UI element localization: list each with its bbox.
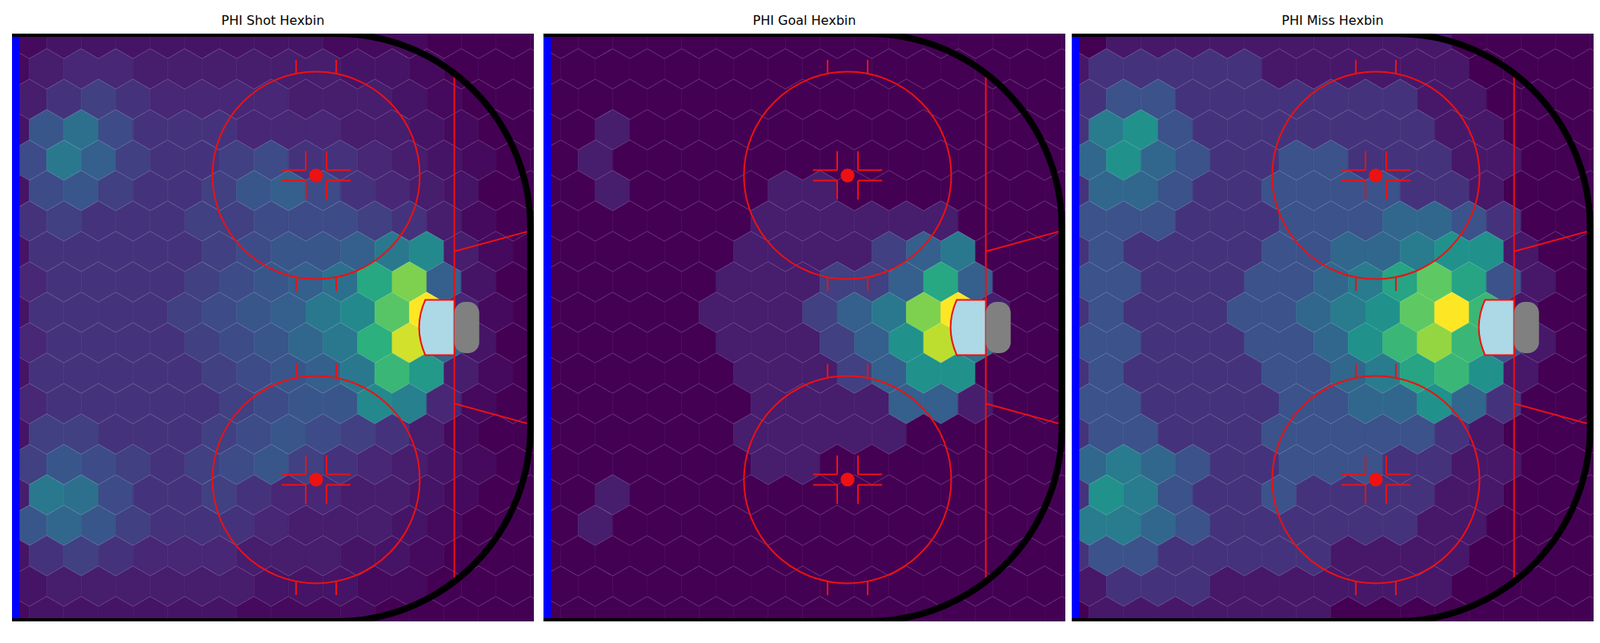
rink: [1071, 33, 1591, 622]
hash-marks: [813, 364, 883, 596]
hash-marks: [1341, 60, 1411, 292]
hex-cell: [1010, 596, 1045, 622]
hex-cell: [444, 596, 479, 622]
goal-net: [1514, 301, 1540, 353]
hex-cell: [1365, 596, 1400, 622]
hex-cell: [1296, 596, 1332, 622]
hex-cell: [1089, 596, 1124, 622]
trapezoid-line: [986, 403, 1063, 425]
plot-area: [12, 33, 534, 622]
faceoff-dot: [840, 168, 855, 182]
chart-title: PHI Goal Hexbin: [753, 12, 857, 29]
hex-cell: [1503, 596, 1539, 622]
hex-cell: [1158, 596, 1193, 622]
faceoff-circle: [743, 71, 951, 279]
hex-cell: [167, 596, 202, 622]
trapezoid-line: [454, 230, 531, 252]
chart-canvas: PHI Shot Hexbin PHI Goal Hexbin PHI Miss H…: [0, 0, 1600, 643]
hex-cell: [513, 596, 534, 622]
hex-cell: [802, 596, 838, 622]
rink: [543, 33, 1063, 622]
hex-cell: [478, 596, 514, 622]
faceoff-dot: [1368, 168, 1383, 182]
chart-title: PHI Miss Hexbin: [1281, 12, 1384, 29]
trapezoid-line: [454, 403, 531, 425]
hex-cell: [132, 596, 168, 622]
goal-crease: [1479, 299, 1515, 355]
faceoff-circle: [1271, 71, 1480, 279]
chart-title: PHI Shot Hexbin: [221, 12, 325, 29]
boards: [12, 33, 531, 622]
hex-cell: [664, 596, 699, 622]
plot-area: [543, 33, 1066, 622]
hex-cell: [201, 596, 237, 622]
trapezoid-line: [1514, 230, 1591, 252]
boards: [1071, 33, 1591, 622]
hex-cell: [768, 596, 803, 622]
hex-cell: [29, 596, 65, 622]
hex-cell: [98, 596, 133, 622]
hex-cell: [1572, 596, 1594, 622]
hex-cell: [698, 596, 734, 622]
hex-cell: [1123, 596, 1159, 622]
faceoff-circle: [212, 375, 420, 583]
hash-marks: [1341, 364, 1411, 596]
faceoff-circle: [1271, 375, 1480, 583]
goal-net: [454, 301, 480, 353]
blue-line: [12, 33, 20, 622]
hex-cell: [733, 596, 768, 622]
hex-cell: [837, 596, 872, 622]
faceoff-dot: [308, 168, 323, 182]
hex-cell: [561, 596, 596, 622]
hex-cell: [271, 596, 306, 622]
blue-line: [1071, 33, 1079, 622]
goal-crease: [950, 299, 987, 355]
hash-marks: [281, 60, 351, 292]
goal-crease: [419, 299, 455, 355]
faceoff-circle: [212, 71, 420, 279]
hex-cell: [1044, 596, 1066, 622]
blue-line: [543, 33, 551, 622]
goal-net: [986, 301, 1011, 353]
hex-cell: [1227, 596, 1262, 622]
faceoff-dot: [308, 472, 323, 486]
hex-cell: [629, 596, 665, 622]
hex-cell: [305, 596, 341, 622]
hex-cell: [975, 596, 1011, 622]
hash-marks: [813, 60, 883, 292]
rink: [12, 33, 531, 622]
hex-cell: [1261, 596, 1296, 622]
faceoff-dot: [1368, 472, 1383, 486]
hex-cell: [1538, 596, 1573, 622]
hex-cell: [1192, 596, 1228, 622]
trapezoid-line: [1514, 403, 1591, 425]
boards: [543, 33, 1063, 622]
hex-cell: [595, 596, 630, 622]
faceoff-dot: [840, 472, 855, 486]
plot-area: [1071, 33, 1594, 622]
hex-cell: [64, 596, 99, 622]
faceoff-circle: [743, 375, 951, 583]
hex-cell: [1331, 596, 1366, 622]
hash-marks: [281, 364, 351, 596]
hex-cell: [236, 596, 272, 622]
trapezoid-line: [986, 230, 1063, 252]
